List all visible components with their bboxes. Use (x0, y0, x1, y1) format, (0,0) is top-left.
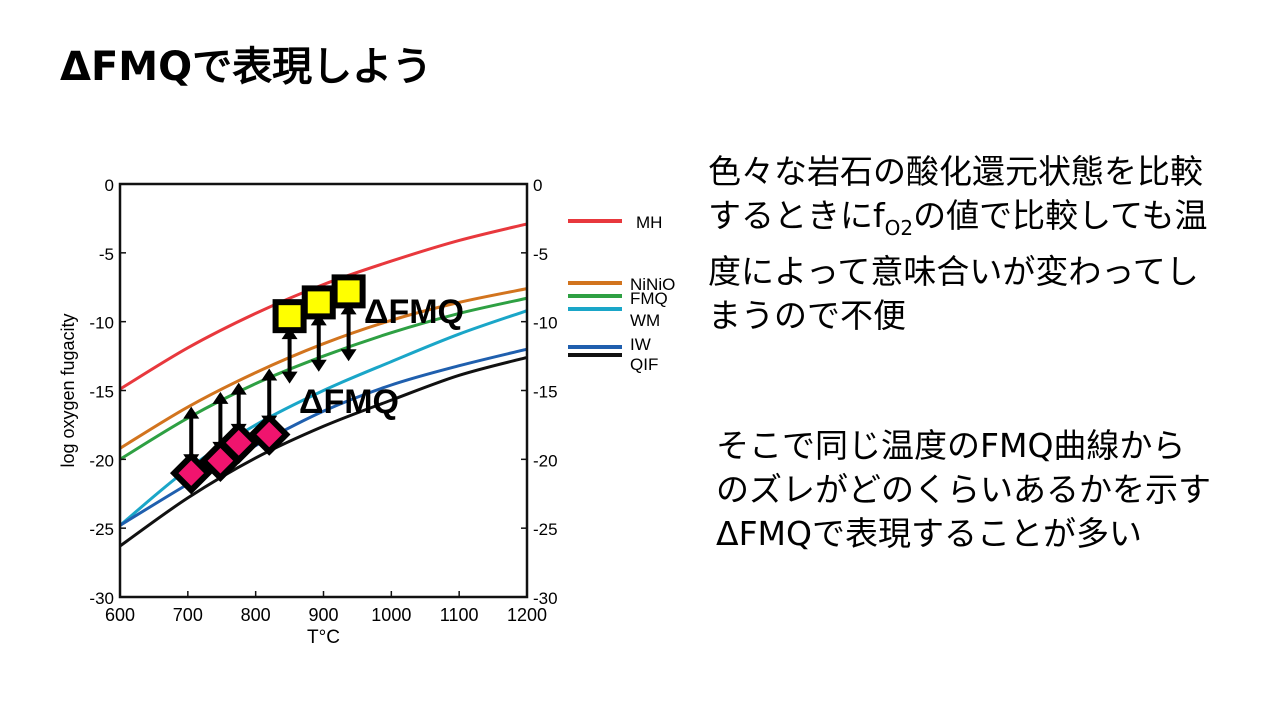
slide-title: ΔFMQで表現しよう (60, 44, 433, 90)
explanation-text-1: 色々な岩石の酸化還元状態を比較 するときにfO2の値で比較しても温 度によって意… (708, 150, 1207, 338)
arrow-head (340, 302, 357, 315)
reduced-sample-diamond (169, 451, 213, 495)
arrow-head (281, 327, 298, 340)
text-line: 度によって意味合いが変わってし (708, 252, 1199, 291)
series-line-ninio (119, 287, 528, 450)
explanation-text-2: そこで同じ温度のFMQ曲線から のズレがどのくらいあるかを示す ΔFMQで表現す… (716, 424, 1211, 556)
x-tick-label: 1200 (507, 605, 547, 625)
reduced-sample-diamond (247, 413, 291, 456)
arrow-head (261, 368, 278, 381)
arrow-head (212, 391, 229, 404)
oxidized-sample-square (301, 285, 336, 320)
y-tick-label-right: -30 (533, 589, 558, 608)
y-tick-label-left: -20 (89, 451, 114, 470)
text-line: そこで同じ温度のFMQ曲線から (716, 426, 1186, 465)
text-line: ΔFMQで表現することが多い (716, 514, 1143, 553)
delta-fmq-annotation-lower: ΔFMQ (299, 383, 399, 421)
y-tick-label-right: -15 (533, 383, 558, 402)
series-line-iw (119, 347, 528, 527)
y-tick-label-right: 0 (533, 176, 542, 195)
legend-label-wm: WM (630, 311, 660, 330)
y-tick-label-right: -10 (533, 314, 558, 333)
x-tick-label: 600 (105, 605, 135, 625)
oxidized-sample-square (331, 274, 366, 309)
text-line: するときにfO2の値で比較しても温 (708, 194, 1207, 250)
oxidized-sample-square (272, 299, 307, 334)
arrow-head (281, 371, 298, 384)
y-tick-label-left: 0 (105, 176, 114, 195)
y-axis-label: log oxygen fugacity (58, 313, 78, 467)
x-tick-label: 800 (241, 605, 271, 625)
delta-fmq-annotation-upper: ΔFMQ (364, 293, 464, 331)
y-tick-label-left: -15 (89, 383, 114, 402)
text-fragment: の値で比較しても温 (913, 196, 1208, 235)
text-line: 色々な岩石の酸化還元状態を比較 (708, 152, 1203, 191)
legend-label-iw: IW (630, 335, 651, 354)
arrow-head (310, 359, 327, 372)
series-line-mh (119, 222, 528, 391)
y-tick-label-right: -25 (533, 520, 558, 539)
arrow-head (310, 313, 327, 326)
y-tick-label-right: -5 (533, 245, 548, 264)
legend-label-mh: MH (636, 213, 662, 232)
y-tick-label-left: -30 (89, 589, 114, 608)
x-tick-label: 1000 (371, 605, 411, 625)
legend-label-ninio: NiNiO (630, 275, 675, 294)
arrow-head (230, 382, 247, 395)
legend-label-qif: QIF (630, 355, 658, 374)
text-fragment: するときにf (708, 196, 885, 235)
text-line: のズレがどのくらいあるかを示す (716, 470, 1211, 509)
subscript: O2 (884, 216, 914, 240)
reduced-sample-diamond (217, 421, 260, 465)
y-tick-label-left: -10 (89, 314, 114, 333)
series-line-qif (119, 356, 528, 548)
arrow-head (183, 406, 200, 419)
y-tick-label-left: -5 (99, 245, 114, 264)
y-tick-label-left: -25 (89, 520, 114, 539)
x-tick-label: 900 (308, 605, 338, 625)
y-tick-label-right: -20 (533, 451, 558, 470)
x-tick-label: 700 (173, 605, 203, 625)
legend-label-fmq: FMQ (630, 289, 668, 308)
x-axis-label: T°C (307, 627, 340, 648)
x-tick-label: 1100 (440, 605, 479, 625)
arrow-head (340, 349, 357, 362)
text-line: まうので不便 (708, 296, 906, 335)
